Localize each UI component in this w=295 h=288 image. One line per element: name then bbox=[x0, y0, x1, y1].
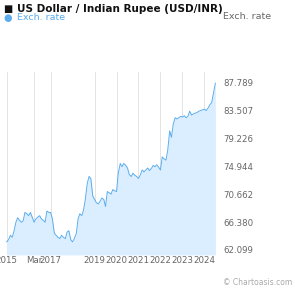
Text: ●: ● bbox=[3, 13, 12, 23]
Text: Exch. rate: Exch. rate bbox=[223, 12, 271, 21]
Text: 66.380: 66.380 bbox=[223, 219, 253, 228]
Text: 74.944: 74.944 bbox=[223, 162, 253, 172]
Text: 70.662: 70.662 bbox=[223, 191, 253, 200]
Text: Exch. rate: Exch. rate bbox=[17, 13, 65, 22]
Text: 83.507: 83.507 bbox=[223, 107, 253, 116]
Text: 79.226: 79.226 bbox=[223, 134, 253, 144]
Text: ■: ■ bbox=[3, 4, 12, 14]
Text: 62.099: 62.099 bbox=[223, 247, 253, 255]
Text: US Dollar / Indian Rupee (USD/INR): US Dollar / Indian Rupee (USD/INR) bbox=[17, 4, 223, 14]
Text: © Chartoasis.com: © Chartoasis.com bbox=[223, 278, 292, 287]
Text: 87.789: 87.789 bbox=[223, 79, 253, 88]
